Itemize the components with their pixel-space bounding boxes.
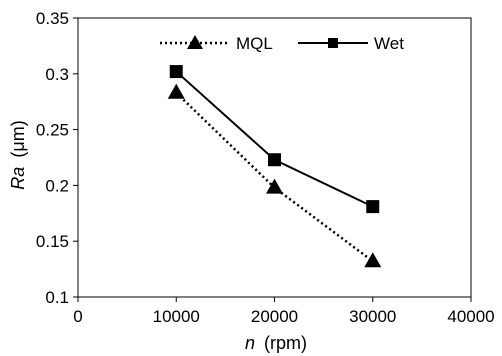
data-point-wet xyxy=(169,65,183,79)
y-tick-label: 0.15 xyxy=(36,232,69,251)
x-tick-label: 10000 xyxy=(153,307,200,326)
x-axis-symbol: n xyxy=(245,333,255,353)
legend-label-mql: MQL xyxy=(236,34,273,53)
y-tick-label: 0.35 xyxy=(36,9,69,28)
legend-label-wet: Wet xyxy=(374,34,404,53)
legend: MQL Wet xyxy=(160,34,404,53)
x-axis-unit: (rpm) xyxy=(264,333,307,353)
y-axis-unit: (μm) xyxy=(8,120,28,157)
y-axis-title: Ra (μm) xyxy=(8,120,28,189)
legend-marker-wet xyxy=(328,38,338,48)
data-point-mql xyxy=(266,178,283,194)
x-axis-title: n (rpm) xyxy=(245,333,307,353)
x-tick-label: 40000 xyxy=(447,307,494,326)
ticks-layer: 0 10000 20000 30000 40000 0.1 0.15 0.2 0.25 0.3 0.… xyxy=(36,9,495,326)
y-tick-label: 0.1 xyxy=(45,288,69,307)
y-tick-label: 0.3 xyxy=(45,65,69,84)
x-tick-label: 30000 xyxy=(349,307,396,326)
y-tick-label: 0.2 xyxy=(45,176,69,195)
data-point-wet xyxy=(268,153,281,167)
data-point-mql xyxy=(364,252,382,268)
y-tick-label: 0.25 xyxy=(36,121,69,140)
x-tick-label: 20000 xyxy=(251,307,298,326)
series-layer xyxy=(167,65,382,268)
legend-marker-mql xyxy=(187,35,203,49)
data-point-wet xyxy=(366,200,380,214)
y-axis-symbol: Ra xyxy=(8,167,28,190)
x-tick-label: 0 xyxy=(73,307,82,326)
data-point-mql xyxy=(167,83,185,99)
